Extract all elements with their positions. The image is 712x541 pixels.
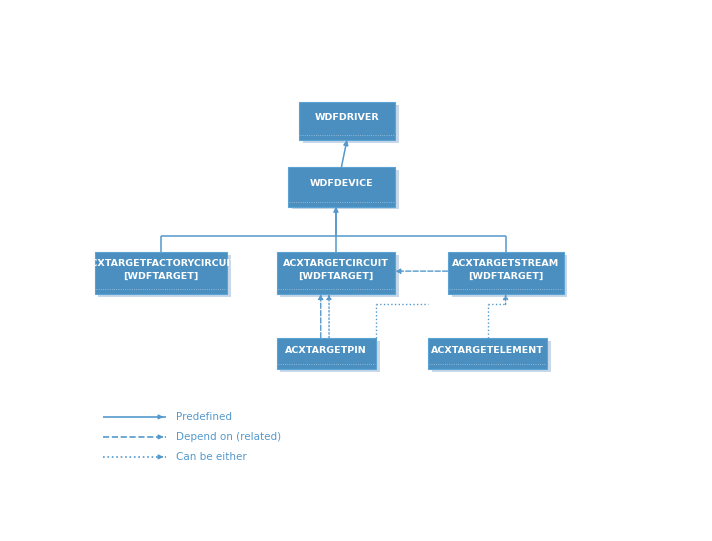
- FancyBboxPatch shape: [299, 102, 395, 140]
- FancyBboxPatch shape: [429, 338, 547, 369]
- FancyBboxPatch shape: [291, 170, 399, 209]
- Text: ACXTARGETFACTORYCIRCUIT
[WDFTARGET]: ACXTARGETFACTORYCIRCUIT [WDFTARGET]: [84, 259, 238, 281]
- Text: WDFDEVICE: WDFDEVICE: [310, 179, 373, 188]
- Text: ACXTARGETCIRCUIT
[WDFTARGET]: ACXTARGETCIRCUIT [WDFTARGET]: [283, 259, 389, 281]
- Text: Predefined: Predefined: [176, 412, 232, 422]
- FancyBboxPatch shape: [98, 255, 231, 297]
- FancyBboxPatch shape: [95, 252, 227, 294]
- Text: Depend on (related): Depend on (related): [176, 432, 281, 442]
- Text: ACXTARGETSTREAM
[WDFTARGET]: ACXTARGETSTREAM [WDFTARGET]: [452, 259, 559, 281]
- FancyBboxPatch shape: [303, 105, 399, 143]
- FancyBboxPatch shape: [432, 341, 551, 372]
- FancyBboxPatch shape: [448, 252, 564, 294]
- FancyBboxPatch shape: [281, 255, 399, 297]
- FancyBboxPatch shape: [451, 255, 567, 297]
- Text: Can be either: Can be either: [176, 452, 247, 462]
- FancyBboxPatch shape: [276, 338, 376, 369]
- Text: WDFDRIVER: WDFDRIVER: [315, 113, 379, 122]
- FancyBboxPatch shape: [281, 341, 379, 372]
- FancyBboxPatch shape: [276, 252, 395, 294]
- Text: ACXTARGETPIN: ACXTARGETPIN: [286, 346, 367, 354]
- Text: ACXTARGETELEMENT: ACXTARGETELEMENT: [431, 346, 544, 354]
- FancyBboxPatch shape: [288, 167, 395, 207]
